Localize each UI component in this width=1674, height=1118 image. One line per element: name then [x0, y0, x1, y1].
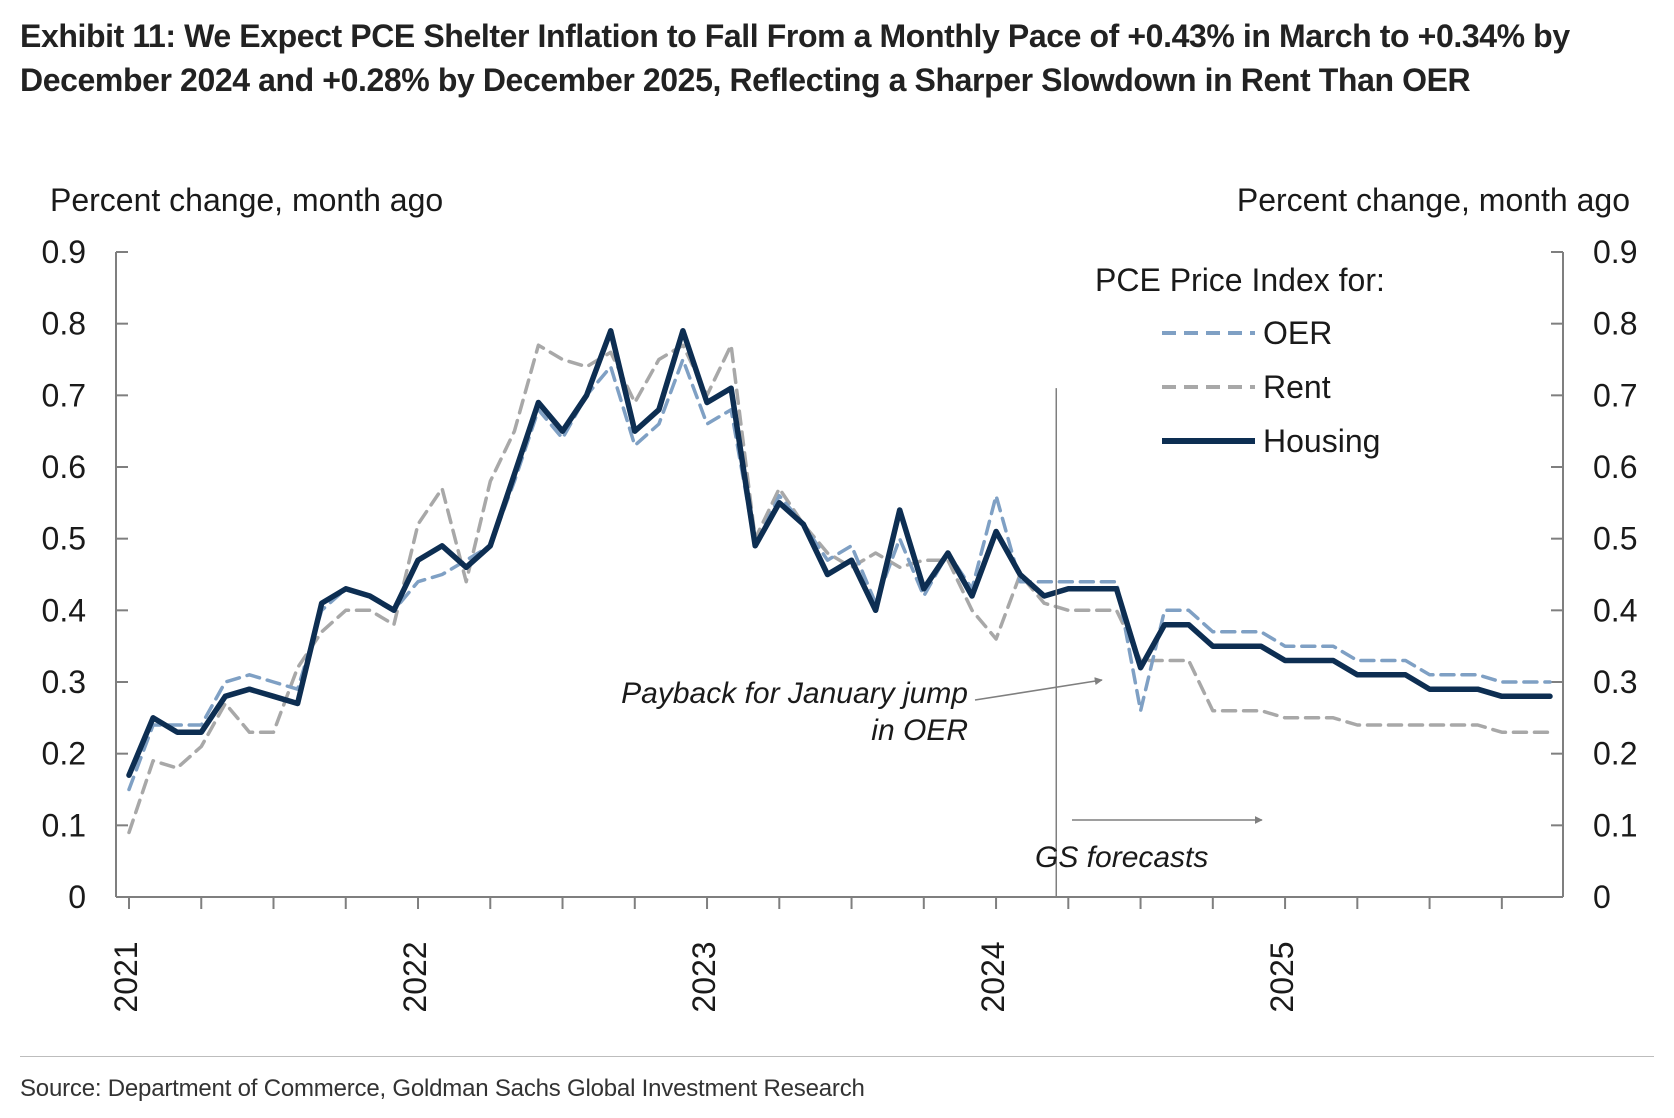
y-tick-label-right: 0.1	[1593, 807, 1637, 843]
x-tick-label-year: 2025	[1264, 941, 1300, 1012]
y-tick-label-left: 0.5	[42, 521, 86, 557]
source-note: Source: Department of Commerce, Goldman …	[20, 1075, 865, 1102]
y-tick-label-right: 0.7	[1593, 377, 1637, 413]
annotation-payback-line-2: in OER	[871, 714, 968, 747]
y-axis-label-right: Percent change, month ago	[1237, 182, 1630, 218]
legend: PCE Price Index for: OER Rent Housing	[1095, 262, 1385, 459]
legend-label-housing: Housing	[1263, 423, 1380, 459]
y-tick-label-left: 0.1	[42, 807, 86, 843]
axes	[115, 252, 1564, 898]
chart-title-line-1: Exhibit 11: We Expect PCE Shelter Inflat…	[20, 18, 1570, 54]
chart: Percent change, month ago Percent change…	[42, 182, 1638, 1013]
y-axis-label-left: Percent change, month ago	[50, 182, 443, 218]
y-tick-label-left: 0.2	[42, 736, 86, 772]
chart-title-line-2: December 2024 and +0.28% by December 202…	[20, 62, 1471, 98]
y-tick-label-left: 0.7	[42, 377, 86, 413]
legend-title: PCE Price Index for:	[1095, 262, 1385, 298]
x-tick-label-year: 2022	[397, 941, 433, 1012]
y-tick-label-left: 0.3	[42, 664, 86, 700]
y-tick-label-left: 0.9	[42, 234, 86, 270]
y-tick-label-left: 0	[68, 879, 86, 915]
series-line-rent	[127, 343, 1552, 835]
series-lines	[126, 328, 1553, 835]
annotation-forecast-label: GS forecasts	[1035, 841, 1208, 874]
legend-label-rent: Rent	[1263, 369, 1331, 405]
y-tick-label-left: 0.4	[42, 592, 86, 628]
y-tick-label-right: 0.5	[1593, 521, 1637, 557]
annotation-forecast: GS forecasts	[1035, 816, 1263, 874]
x-tick-label-year: 2021	[108, 941, 144, 1012]
annotation-payback-line-1: Payback for January jump	[621, 677, 968, 710]
chart-title: Exhibit 11: We Expect PCE Shelter Inflat…	[20, 14, 1650, 102]
y-tick-label-right: 0.8	[1593, 306, 1637, 342]
y-tick-label-right: 0.4	[1593, 592, 1637, 628]
x-tick-label-year: 2023	[686, 941, 722, 1012]
y-ticks-left: 0 0.1 0.2 0.3 0.4 0.5 0.6 0.7 0.8 0.9	[42, 234, 128, 915]
footer-divider	[20, 1056, 1654, 1057]
x-tick-label-year: 2024	[975, 941, 1011, 1012]
y-tick-label-right: 0.3	[1593, 664, 1637, 700]
y-tick-label-right: 0.2	[1593, 736, 1637, 772]
series-line-housing	[126, 328, 1553, 778]
y-tick-label-right: 0	[1593, 879, 1611, 915]
y-tick-label-right: 0.9	[1593, 234, 1637, 270]
y-tick-label-left: 0.6	[42, 449, 86, 485]
annotation-payback: Payback for January jump in OER	[621, 677, 1103, 747]
x-ticks: 2021 2022 2023 2024 2025	[108, 897, 1503, 1013]
y-tick-label-right: 0.6	[1593, 449, 1637, 485]
y-ticks-right: 0 0.1 0.2 0.3 0.4 0.5 0.6 0.7 0.8 0.9	[1551, 234, 1637, 915]
y-tick-label-left: 0.8	[42, 306, 86, 342]
annotation-payback-arrow	[974, 677, 1103, 701]
legend-label-oer: OER	[1263, 315, 1332, 351]
